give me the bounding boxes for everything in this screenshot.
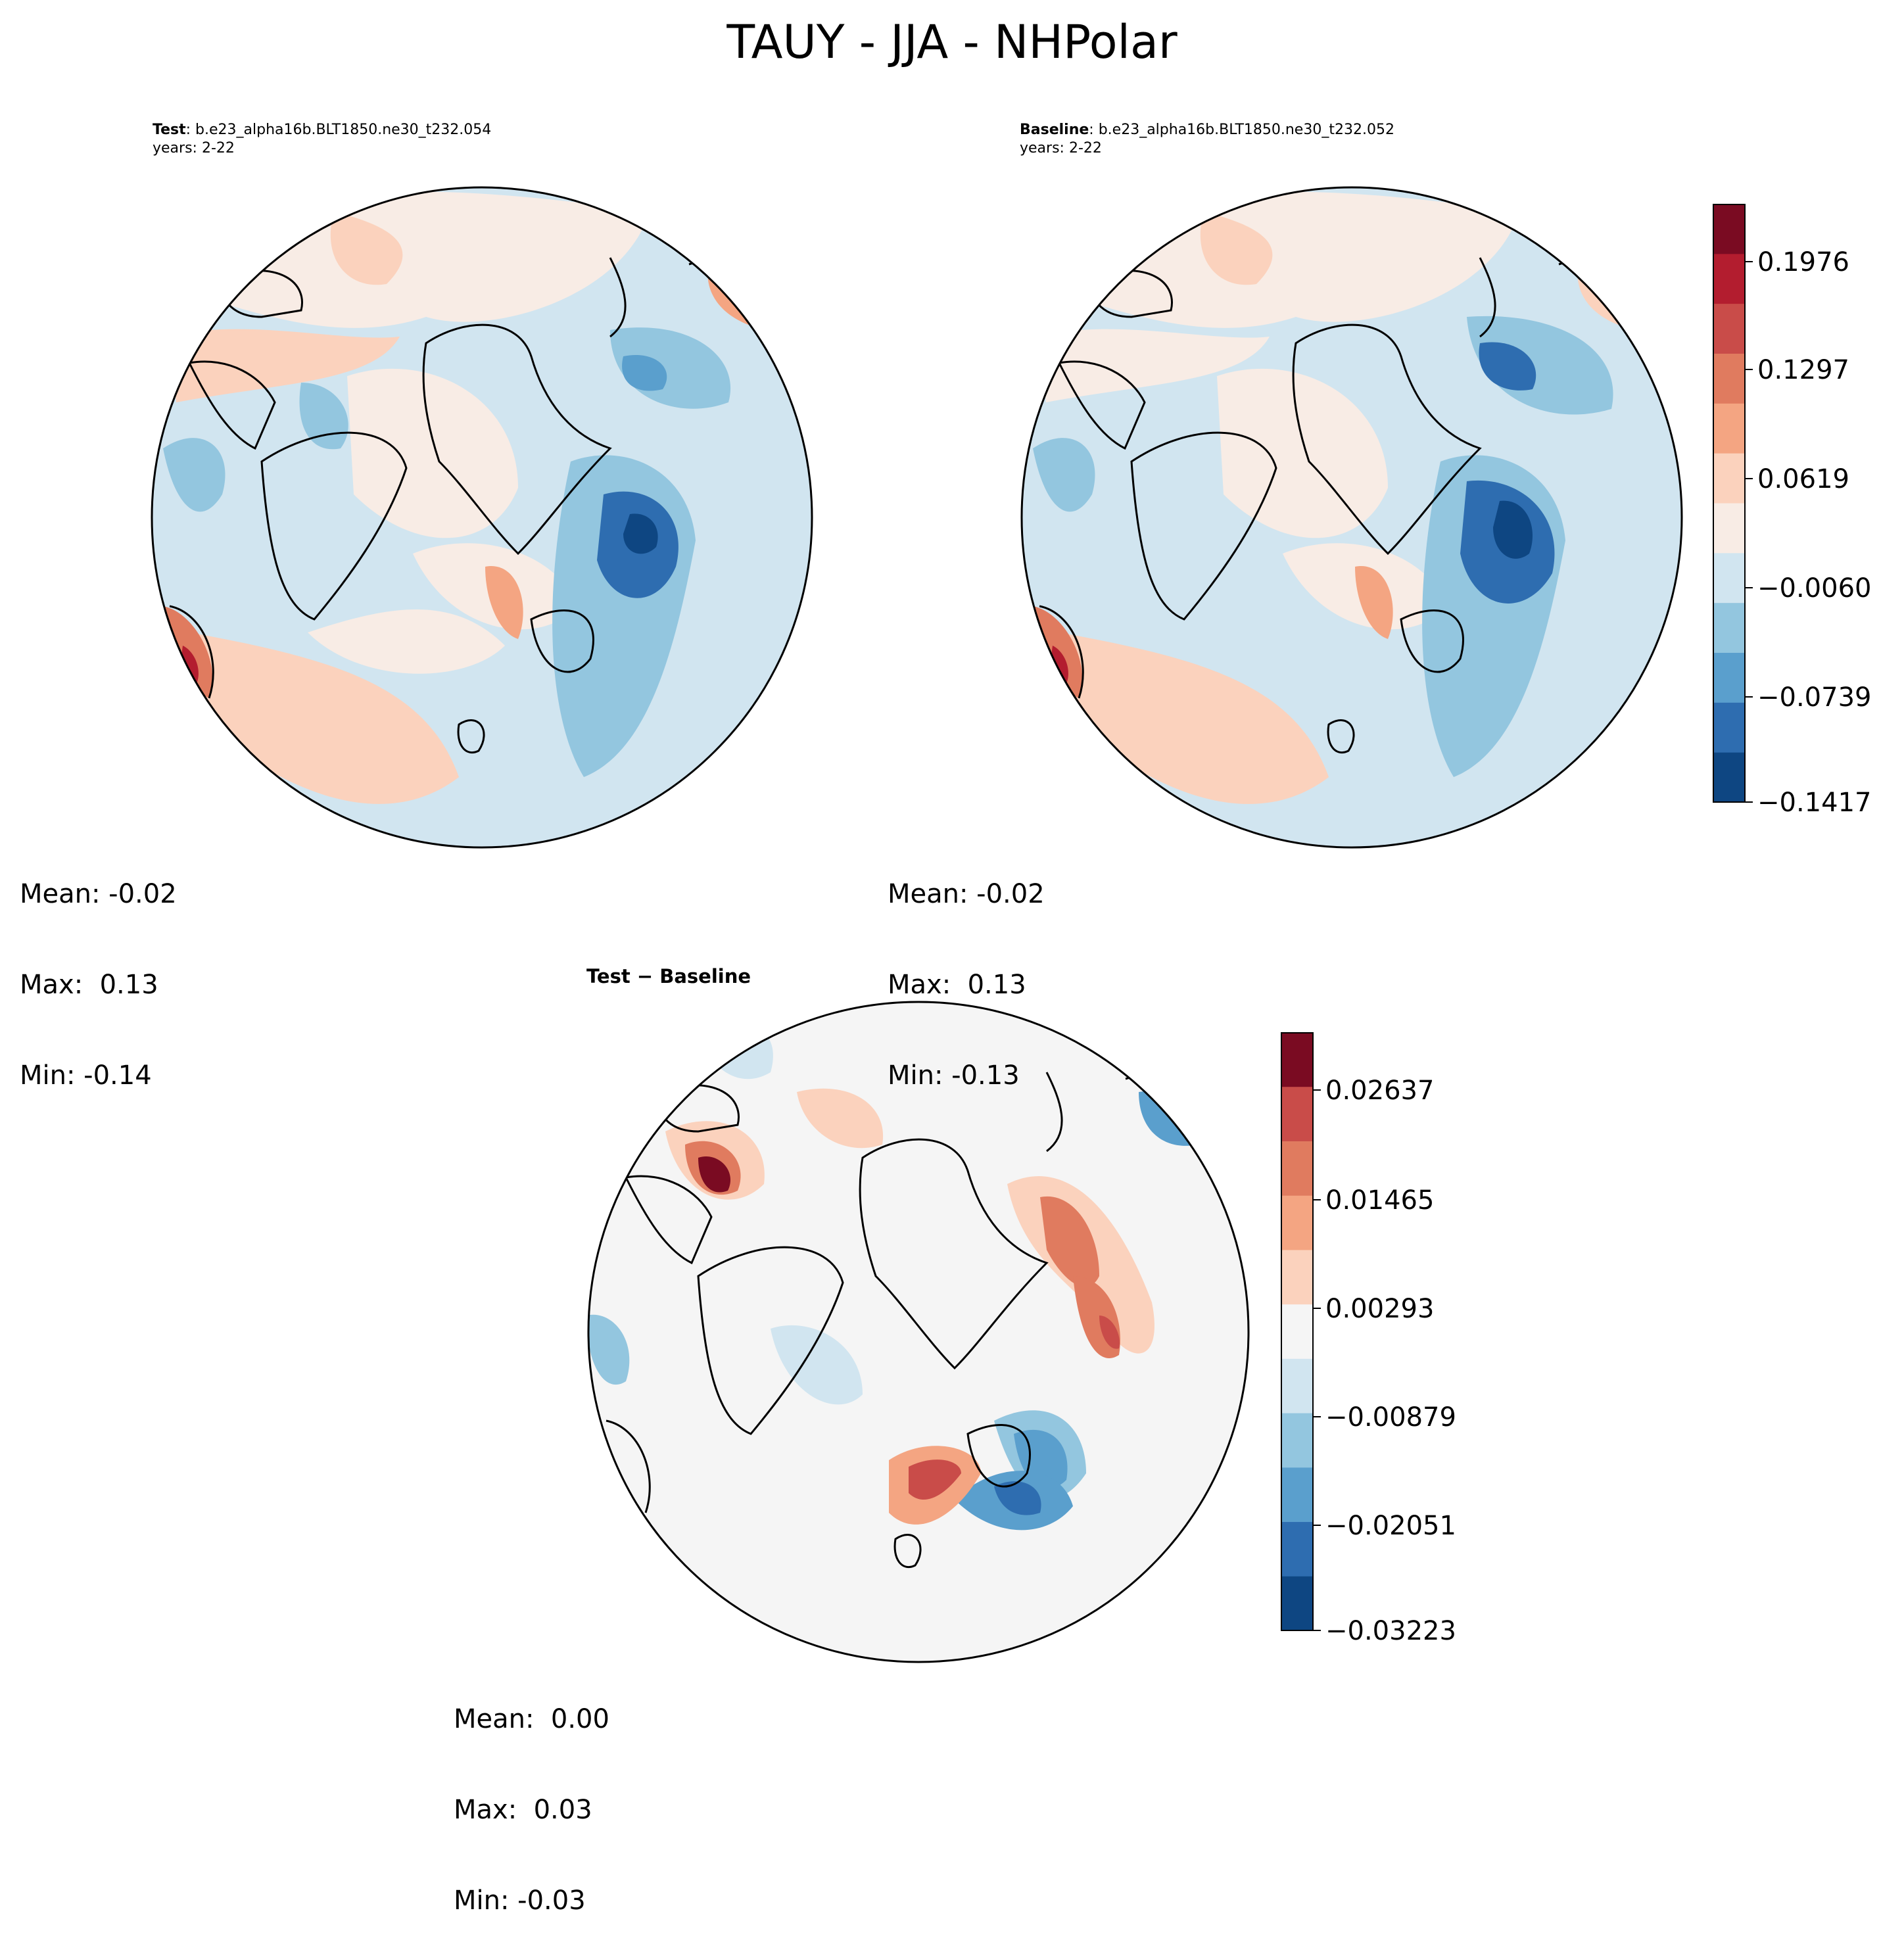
baseline-mean: Mean: -0.02 [888, 879, 1045, 909]
colorbar-tick-label: −0.0060 [1757, 573, 1871, 604]
colorbar-segment [1713, 602, 1745, 653]
colorbar-segment [1713, 204, 1745, 254]
test-min: Min: -0.14 [20, 1060, 152, 1091]
diff-min: Min: -0.03 [454, 1886, 586, 1916]
colorbar-segment [1713, 253, 1745, 304]
colorbar-segment [1281, 1467, 1313, 1523]
test-panel-title: Test: b.e23_alpha16b.BLT1850.ne30_t232.0… [153, 122, 491, 138]
colorbar-segment [1713, 403, 1745, 454]
colorbar-tick-label: 0.1297 [1757, 355, 1849, 385]
colorbar-segment [1713, 652, 1745, 703]
colorbar-tick-label: −0.00879 [1325, 1402, 1456, 1433]
baseline-years: years: 2-22 [1020, 140, 1102, 156]
test-mean: Mean: -0.02 [20, 879, 177, 909]
colorbar-segment [1713, 552, 1745, 604]
baseline-label: Baseline [1020, 122, 1089, 138]
colorbar-tick-label: 0.00293 [1325, 1294, 1434, 1324]
colorbar-segment [1281, 1304, 1313, 1359]
colorbar-segment [1281, 1358, 1313, 1413]
colorbar-tick-label: −0.0739 [1757, 682, 1871, 713]
diff-max: Max: 0.03 [454, 1795, 592, 1825]
diff-panel-title: Test − Baseline [586, 965, 751, 987]
colorbar-diff: 0.02637 0.01465 0.00293 −0.00879 −0.02051 −0.… [1281, 1032, 1456, 1646]
baseline-map [1020, 186, 1683, 849]
colorbar-segment [1281, 1032, 1313, 1087]
colorbar-tick-label: 0.1976 [1757, 247, 1849, 277]
colorbar-segment [1281, 1576, 1313, 1631]
diff-stats: Mean: 0.00 Max: 0.03 Min: -0.03 [454, 1644, 609, 1946]
colorbar-segment [1281, 1086, 1313, 1141]
colorbar-tick-label: −0.02051 [1325, 1511, 1456, 1541]
colorbar-tick-label: −0.03223 [1325, 1616, 1456, 1646]
baseline-panel-title: Baseline: b.e23_alpha16b.BLT1850.ne30_t2… [1020, 122, 1394, 138]
diff-map [587, 1001, 1250, 1663]
colorbar-segment [1713, 303, 1745, 354]
test-stats: Mean: -0.02 Max: 0.13 Min: -0.14 [20, 819, 177, 1121]
colorbar-segment [1713, 702, 1745, 753]
baseline-stats: Mean: -0.02 Max: 0.13 Min: -0.13 [888, 819, 1045, 1121]
colorbar-segment [1713, 503, 1745, 554]
test-map [151, 186, 813, 849]
colorbar-main: 0.1976 0.1297 0.0619 −0.0060 −0.0739 −0.1417 [1713, 204, 1871, 818]
colorbar-segment [1281, 1521, 1313, 1577]
baseline-min: Min: -0.13 [888, 1060, 1020, 1091]
colorbar-segment [1281, 1413, 1313, 1468]
diff-mean: Mean: 0.00 [454, 1704, 609, 1734]
test-case-name: : b.e23_alpha16b.BLT1850.ne30_t232.054 [185, 122, 492, 138]
colorbar-tick-label: 0.01465 [1325, 1185, 1434, 1216]
colorbar-frame [1281, 1032, 1314, 1631]
baseline-max: Max: 0.13 [888, 970, 1026, 1000]
test-max: Max: 0.13 [20, 970, 158, 1000]
baseline-case-name: : b.e23_alpha16b.BLT1850.ne30_t232.052 [1089, 122, 1394, 138]
colorbar-frame [1713, 204, 1746, 803]
colorbar-segment [1713, 353, 1745, 404]
colorbar-segment [1281, 1141, 1313, 1196]
test-years: years: 2-22 [153, 140, 235, 156]
colorbar-segment [1713, 752, 1745, 803]
colorbar-tick-label: −0.1417 [1757, 788, 1871, 818]
test-label: Test [153, 122, 186, 138]
colorbar-tick-label: 0.02637 [1325, 1076, 1434, 1106]
colorbar-segment [1713, 453, 1745, 504]
figure-title: TAUY - JJA - NHPolar [726, 15, 1178, 69]
colorbar-segment [1281, 1249, 1313, 1305]
colorbar-tick-label: 0.0619 [1757, 464, 1849, 494]
colorbar-segment [1281, 1195, 1313, 1250]
